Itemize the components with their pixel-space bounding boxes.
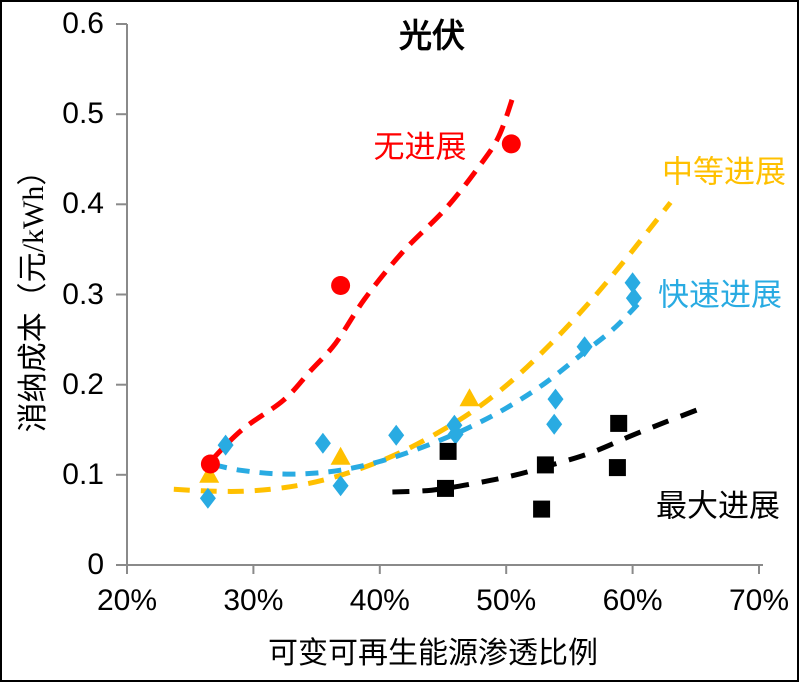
x-tick-label: 20% — [96, 584, 158, 617]
data-point-marker — [610, 414, 628, 432]
x-tick-label: 40% — [349, 584, 410, 617]
data-point-marker — [546, 413, 563, 435]
series-no-progress-markers — [200, 134, 521, 474]
series-label-maximum-progress: 最大进展 — [656, 488, 780, 524]
y-tick-label: 0.6 — [62, 7, 104, 40]
x-tick-label: 30% — [223, 584, 284, 617]
data-point-marker — [331, 276, 351, 295]
data-point-marker — [332, 475, 349, 497]
series-label-no-progress: 无进展 — [373, 129, 467, 165]
y-tick-label: 0.5 — [62, 97, 104, 131]
data-point-marker — [330, 446, 351, 465]
y-tick-label: 0.2 — [62, 367, 104, 401]
series-label-rapid-progress: 快速进展 — [658, 277, 782, 313]
x-tick-label: 60% — [602, 584, 663, 617]
x-axis-title: 可变可再生能源渗透比例 — [268, 637, 598, 670]
y-tick-label: 0.3 — [62, 277, 104, 311]
data-point-marker — [447, 423, 464, 445]
series-moderate-progress-markers — [199, 388, 480, 483]
y-tick-label: 0.4 — [62, 187, 104, 221]
trend-line-moderate-progress — [173, 200, 673, 494]
data-point-marker — [576, 336, 593, 358]
data-point-marker — [200, 454, 220, 474]
data-point-marker — [199, 464, 220, 483]
trend-line-no-progress — [208, 93, 517, 464]
data-point-marker — [625, 287, 642, 309]
data-point-marker — [199, 487, 216, 509]
data-point-marker — [501, 134, 521, 154]
x-tick-label: 50% — [476, 584, 537, 617]
data-point-marker — [437, 479, 454, 497]
data-point-marker — [533, 500, 551, 518]
data-point-marker — [439, 442, 457, 460]
data-point-marker — [314, 432, 331, 454]
series-maximum-progress-markers — [437, 414, 628, 518]
data-point-marker — [459, 388, 480, 407]
data-point-marker — [608, 459, 626, 477]
y-tick-label: 0 — [87, 548, 104, 581]
trend-line-rapid-progress — [213, 297, 645, 477]
trend-line-maximum-progress — [392, 407, 699, 495]
chart-title: 光伏 — [399, 17, 465, 54]
y-tick-label: 0.1 — [62, 457, 104, 491]
data-point-marker — [536, 456, 554, 474]
data-point-marker — [624, 272, 641, 294]
x-tick-label: 70% — [728, 584, 790, 617]
series-rapid-progress-markers — [199, 272, 642, 509]
data-point-marker — [388, 424, 405, 446]
data-point-marker — [217, 434, 234, 456]
data-point-marker — [547, 388, 564, 410]
series-label-moderate-progress: 中等进展 — [662, 154, 786, 190]
